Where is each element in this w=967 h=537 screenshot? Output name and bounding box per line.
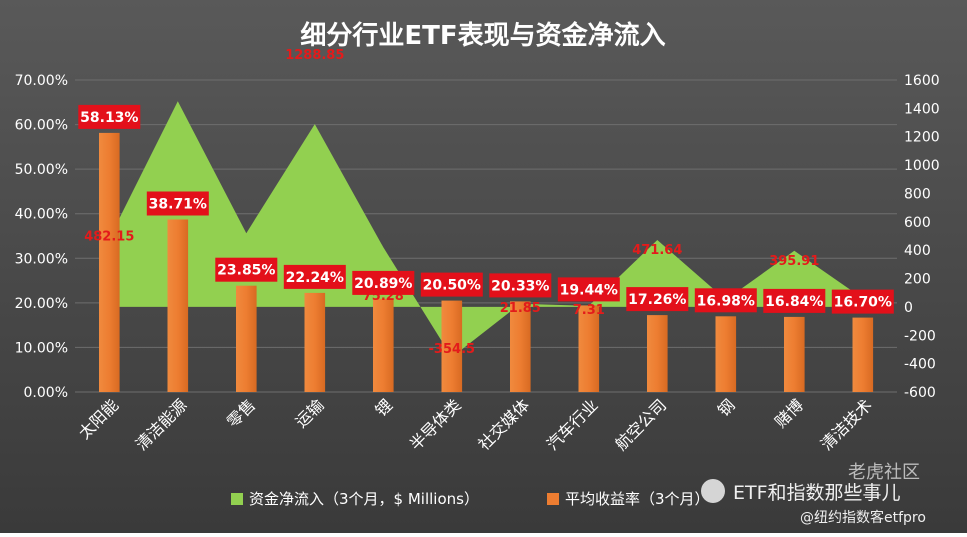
- flow-data-label: 471.64: [632, 243, 682, 258]
- bar-label-text: 22.24%: [286, 270, 344, 286]
- y-left-tick-label: 10.00%: [15, 340, 68, 356]
- y-right-tick-label: 400: [904, 243, 931, 259]
- y-right-tick-label: 600: [904, 215, 931, 231]
- bar-label-text: 16.70%: [834, 295, 892, 311]
- bar-data-label: 58.13%: [78, 105, 140, 129]
- y-right-tick-label: 800: [904, 186, 931, 202]
- bar-data-label: 19.44%: [558, 277, 620, 301]
- bar-data-label: 38.71%: [147, 192, 209, 216]
- legend-swatch-flow: [231, 493, 243, 505]
- wechat-icon: [701, 479, 725, 503]
- flow-data-label: 21.85: [500, 301, 541, 316]
- bar-data-label: 17.26%: [626, 287, 688, 311]
- bar: [784, 317, 805, 392]
- watermark-account: ETF和指数那些事儿: [733, 482, 901, 504]
- bar-data-label: 16.98%: [695, 288, 757, 312]
- bar-label-text: 20.50%: [423, 278, 481, 294]
- bar: [373, 299, 394, 392]
- flow-data-label: 395.91: [769, 254, 819, 269]
- bar: [579, 305, 600, 392]
- flow-data-label: 7.31: [573, 303, 605, 318]
- watermark-handle: @纽约指数客etfpro: [800, 509, 926, 526]
- bar-data-label: 16.84%: [763, 289, 825, 313]
- y-right-tick-label: 1200: [904, 130, 940, 146]
- bar-label-text: 19.44%: [560, 282, 618, 298]
- flow-data-label: 482.15: [84, 230, 134, 245]
- legend: 资金净流入（3个月，$ Millions） 平均收益率（3个月）: [231, 490, 710, 508]
- y-right-tick-label: -600: [904, 385, 936, 401]
- watermark-brand: 老虎社区: [848, 462, 920, 483]
- y-left-tick-label: 60.00%: [15, 118, 68, 134]
- y-left-tick-label: 50.00%: [15, 162, 68, 178]
- bar: [853, 318, 874, 392]
- y-left-tick-label: 40.00%: [15, 207, 68, 223]
- y-left-tick-label: 30.00%: [15, 251, 68, 267]
- bar: [236, 286, 257, 392]
- bar-label-text: 16.98%: [697, 293, 755, 309]
- legend-label-return: 平均收益率（3个月）: [565, 490, 710, 508]
- bar-data-label: 20.50%: [421, 273, 483, 297]
- bar-label-text: 23.85%: [217, 263, 275, 279]
- bar-data-label: 20.33%: [489, 273, 551, 297]
- bar-label-text: 16.84%: [765, 294, 823, 310]
- y-left-tick-label: 0.00%: [24, 385, 68, 401]
- bar-data-label: 23.85%: [215, 258, 277, 282]
- y-right-tick-label: 1000: [904, 158, 940, 174]
- y-right-tick-label: -200: [904, 328, 936, 344]
- y-right-tick-label: 0: [904, 300, 913, 316]
- bar: [305, 293, 326, 392]
- y-left-tick-label: 70.00%: [15, 73, 68, 89]
- bar: [716, 316, 737, 392]
- bar-label-text: 20.33%: [491, 278, 549, 294]
- bar-data-label: 20.89%: [352, 271, 414, 295]
- y-right-tick-label: 1400: [904, 101, 940, 117]
- bar-label-text: 20.89%: [354, 276, 412, 292]
- chart-title: 细分行业ETF表现与资金净流入: [300, 20, 665, 51]
- y-right-tick-label: -400: [904, 357, 936, 373]
- legend-label-flow: 资金净流入（3个月，$ Millions）: [249, 490, 479, 508]
- flow-data-label: 1288.85: [285, 48, 344, 63]
- bar: [168, 220, 189, 393]
- y-left-tick-label: 20.00%: [15, 296, 68, 312]
- bar-data-label: 22.24%: [284, 265, 346, 289]
- flow-data-label: -354.5: [429, 342, 476, 357]
- legend-swatch-return: [547, 493, 559, 505]
- bar-label-text: 58.13%: [80, 110, 138, 126]
- y-right-tick-label: 200: [904, 272, 931, 288]
- y-right-tick-label: 1600: [904, 73, 940, 89]
- bar-label-text: 17.26%: [628, 292, 686, 308]
- bar-label-text: 38.71%: [149, 197, 207, 213]
- bar: [99, 133, 120, 392]
- bar: [647, 315, 668, 392]
- bar-data-label: 16.70%: [832, 290, 894, 314]
